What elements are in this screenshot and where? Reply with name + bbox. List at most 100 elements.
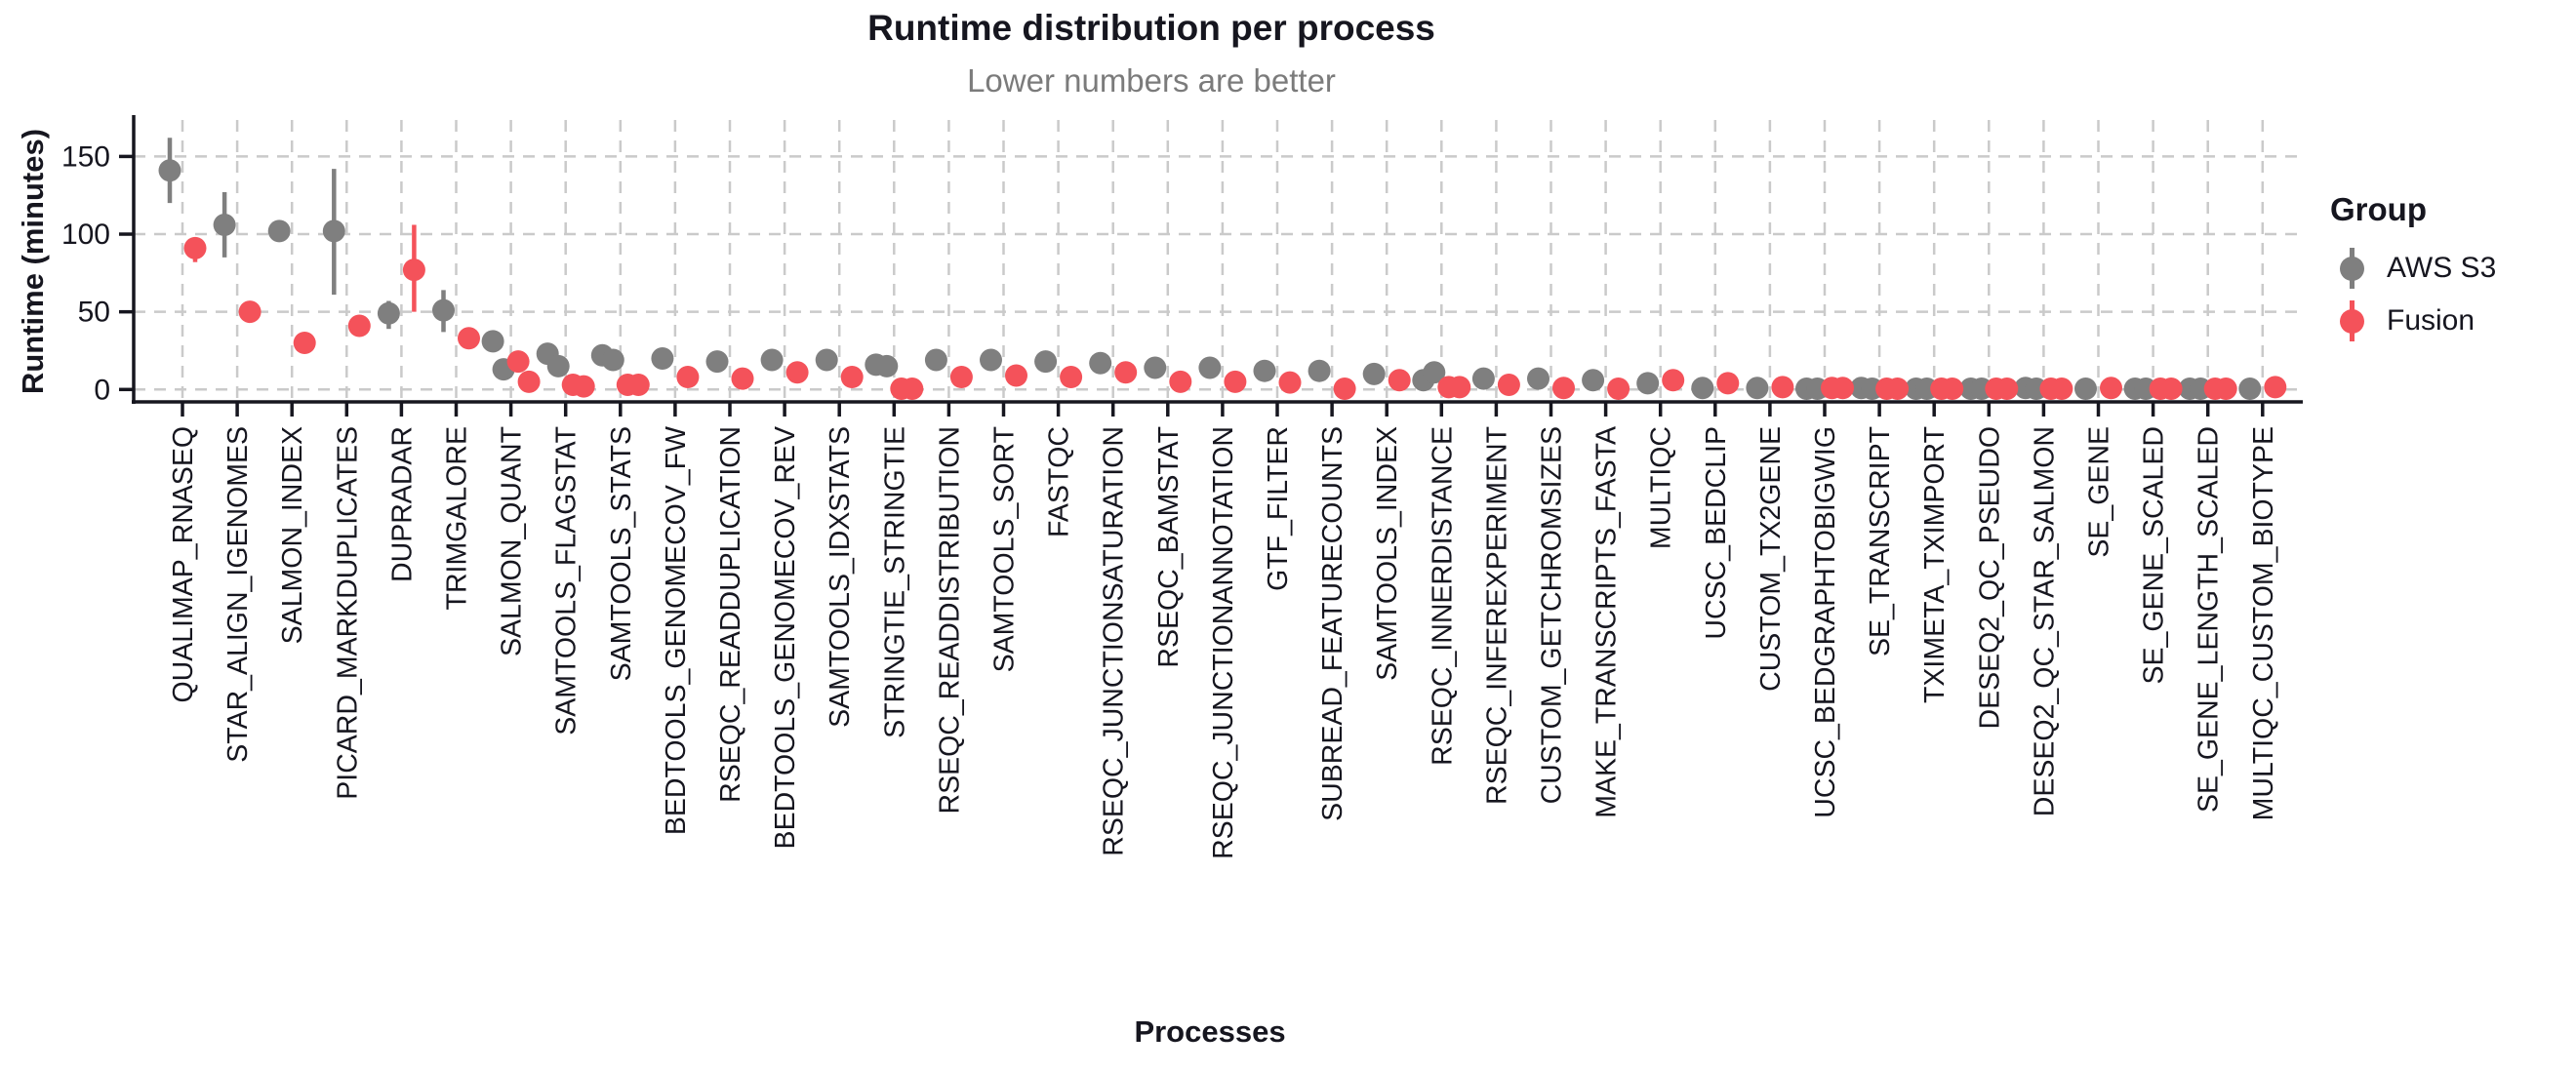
legend-label: AWS S3 <box>2387 252 2497 284</box>
x-tick-label: RSEQC_JUNCTIONANNOTATION <box>1208 426 1239 859</box>
data-point <box>949 366 973 389</box>
data-point <box>402 258 425 282</box>
x-tick-label: PICARD_MARKDUPLICATES <box>332 426 363 800</box>
x-tick-label: RSEQC_BAMSTAT <box>1153 426 1185 668</box>
data-point <box>1005 364 1027 387</box>
x-tick-label: QUALIMAP_RNASEQ <box>168 426 199 703</box>
x-tick-label: SAMTOOLS_FLAGSTAT <box>551 426 583 735</box>
x-tick-label: SAMTOOLS_SORT <box>989 426 1021 672</box>
data-point <box>980 348 1002 372</box>
y-tick-label: 100 <box>61 219 110 251</box>
data-point <box>1114 361 1138 384</box>
data-point <box>2214 378 2237 401</box>
data-point <box>1362 362 1386 385</box>
data-point <box>1089 351 1112 375</box>
data-point <box>2238 378 2262 401</box>
data-point <box>1582 369 1605 392</box>
x-tick-label: SAMTOOLS_STATS <box>606 426 637 681</box>
data-point <box>1198 356 1222 379</box>
data-point <box>1607 378 1630 401</box>
data-point <box>875 354 899 378</box>
data-point <box>1771 376 1794 399</box>
x-tick-label: UCSC_BEDGRAPHTOBIGWIG <box>1810 426 1841 818</box>
x-tick-label: RSEQC_INFEREXPERIMENT <box>1481 426 1512 805</box>
data-point <box>731 367 754 390</box>
data-point <box>347 314 371 338</box>
x-tick-label: DESEQ2_QC_PSEUDO <box>1974 426 2005 729</box>
y-tick-label: 50 <box>78 297 110 329</box>
data-point <box>293 332 316 355</box>
chart-subtitle: Lower numbers are better <box>967 62 1336 99</box>
data-point <box>183 236 207 259</box>
data-point <box>901 378 924 401</box>
data-point <box>785 361 809 384</box>
data-point <box>2050 378 2073 401</box>
data-point <box>1308 359 1331 382</box>
x-tick-label: SE_TRANSCRIPT <box>1865 426 1896 656</box>
data-point <box>2159 378 2183 401</box>
data-point <box>377 301 400 325</box>
x-axis-title: Processes <box>1134 1014 1286 1049</box>
x-tick-label: DUPRADAR <box>386 426 418 582</box>
data-point <box>676 366 700 389</box>
legend: Group AWS S3 Fusion <box>2330 191 2496 347</box>
data-point <box>572 375 595 398</box>
x-tick-label: SALMON_QUANT <box>497 426 528 656</box>
x-tick-label: STAR_ALIGN_IGENOMES <box>222 426 254 763</box>
data-point <box>1144 356 1167 379</box>
data-point <box>1552 377 1575 400</box>
x-tick-label: SALMON_INDEX <box>277 426 308 644</box>
x-tick-label: SE_GENE_SCALED <box>2139 426 2170 685</box>
data-point <box>1034 350 1058 374</box>
data-point <box>626 374 650 397</box>
data-point <box>1278 371 1302 394</box>
data-point <box>1169 370 1192 393</box>
data-point <box>1716 372 1740 395</box>
x-tick-label: CUSTOM_TX2GENE <box>1755 426 1787 692</box>
data-point <box>840 366 864 389</box>
x-tick-label: RSEQC_READDISTRIBUTION <box>934 426 965 814</box>
x-tick-label: FASTQC <box>1044 426 1075 537</box>
data-point <box>1388 369 1411 392</box>
data-point <box>322 219 345 243</box>
x-tick-label: MULTIQC <box>1646 426 1677 549</box>
data-point <box>651 346 674 370</box>
data-point <box>1636 372 1660 395</box>
data-point <box>517 370 541 393</box>
data-point <box>1423 361 1446 384</box>
x-tick-label: SAMTOOLS_IDXSTATS <box>825 426 856 728</box>
data-point <box>2074 378 2097 401</box>
chart-title: Runtime distribution per process <box>867 8 1435 48</box>
data-point <box>1224 370 1247 393</box>
x-tick-label: SAMTOOLS_INDEX <box>1372 426 1403 681</box>
data-point <box>705 350 729 374</box>
x-tick-label: BEDTOOLS_GENOMECOV_FW <box>661 426 692 835</box>
data-point <box>2264 376 2287 399</box>
data-point <box>2100 377 2122 400</box>
x-tick-label: GTF_FILTER <box>1263 426 1294 591</box>
data-point <box>1831 377 1854 400</box>
data-point <box>458 327 480 350</box>
legend-pointrange-icon <box>2330 244 2373 293</box>
x-tick-label: UCSC_BEDCLIP <box>1701 426 1732 640</box>
x-tick-label: TRIMGALORE <box>442 426 473 610</box>
x-tick-label: RSEQC_INNERDISTANCE <box>1427 426 1458 766</box>
data-point <box>238 300 262 324</box>
data-point <box>481 330 504 353</box>
data-point <box>1941 378 1964 401</box>
data-point <box>506 350 530 374</box>
x-tick-label: MAKE_TRANSCRIPTS_FASTA <box>1591 426 1623 818</box>
data-point <box>432 298 455 322</box>
legend-title: Group <box>2330 191 2427 227</box>
x-tick-label: SE_GENE_LENGTH_SCALED <box>2194 426 2225 813</box>
data-point <box>1060 366 1083 389</box>
x-tick-label: TXIMETA_TXIMPORT <box>1919 426 1951 703</box>
data-point <box>601 348 624 372</box>
data-point <box>1333 378 1356 401</box>
x-tick-label: STRINGTIE_STRINGTIE <box>879 426 910 738</box>
x-tick-label: SUBREAD_FEATURECOUNTS <box>1317 426 1348 821</box>
data-point <box>1471 367 1495 390</box>
x-tick-label: RSEQC_READDUPLICATION <box>715 426 746 803</box>
